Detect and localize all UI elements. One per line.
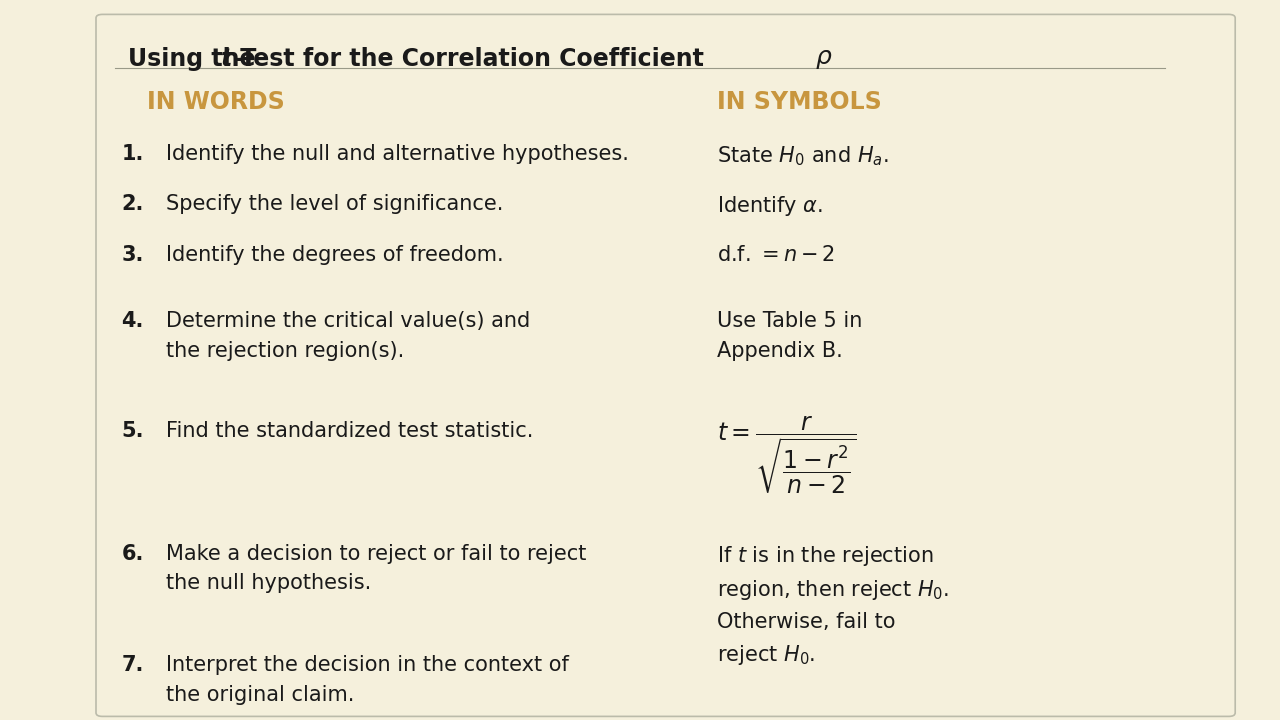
- Text: Find the standardized test statistic.: Find the standardized test statistic.: [166, 421, 534, 441]
- Text: 6.: 6.: [122, 544, 143, 564]
- Text: State $H_0$ and $H_a$.: State $H_0$ and $H_a$.: [717, 144, 888, 168]
- Text: Specify the level of significance.: Specify the level of significance.: [166, 194, 504, 215]
- Text: t: t: [221, 47, 233, 71]
- Text: Use Table 5 in
Appendix B.: Use Table 5 in Appendix B.: [717, 311, 863, 361]
- Text: -Test for the Correlation Coefficient: -Test for the Correlation Coefficient: [234, 47, 713, 71]
- Text: IN SYMBOLS: IN SYMBOLS: [717, 90, 882, 114]
- Text: 3.: 3.: [122, 245, 143, 265]
- Text: $t = \dfrac{r}{\sqrt{\dfrac{1 - r^2}{n - 2}}}$: $t = \dfrac{r}{\sqrt{\dfrac{1 - r^2}{n -…: [717, 414, 856, 495]
- FancyBboxPatch shape: [96, 14, 1235, 716]
- Text: d.f. $= n - 2$: d.f. $= n - 2$: [717, 245, 835, 265]
- Text: Identify $\alpha$.: Identify $\alpha$.: [717, 194, 823, 218]
- Text: IN WORDS: IN WORDS: [147, 90, 285, 114]
- Text: Using the: Using the: [128, 47, 264, 71]
- Text: Interpret the decision in the context of
the original claim.: Interpret the decision in the context of…: [166, 655, 570, 705]
- Text: 5.: 5.: [122, 421, 145, 441]
- Text: 4.: 4.: [122, 311, 143, 331]
- Text: 2.: 2.: [122, 194, 143, 215]
- Text: Determine the critical value(s) and
the rejection region(s).: Determine the critical value(s) and the …: [166, 311, 531, 361]
- Text: 1.: 1.: [122, 144, 143, 164]
- Text: $\rho$: $\rho$: [815, 47, 833, 71]
- Text: Identify the null and alternative hypotheses.: Identify the null and alternative hypoth…: [166, 144, 630, 164]
- Text: If $t$ is in the rejection
region, then reject $H_0$.
Otherwise, fail to
reject : If $t$ is in the rejection region, then …: [717, 544, 948, 667]
- Text: Make a decision to reject or fail to reject
the null hypothesis.: Make a decision to reject or fail to rej…: [166, 544, 586, 593]
- Text: 7.: 7.: [122, 655, 143, 675]
- Text: Identify the degrees of freedom.: Identify the degrees of freedom.: [166, 245, 504, 265]
